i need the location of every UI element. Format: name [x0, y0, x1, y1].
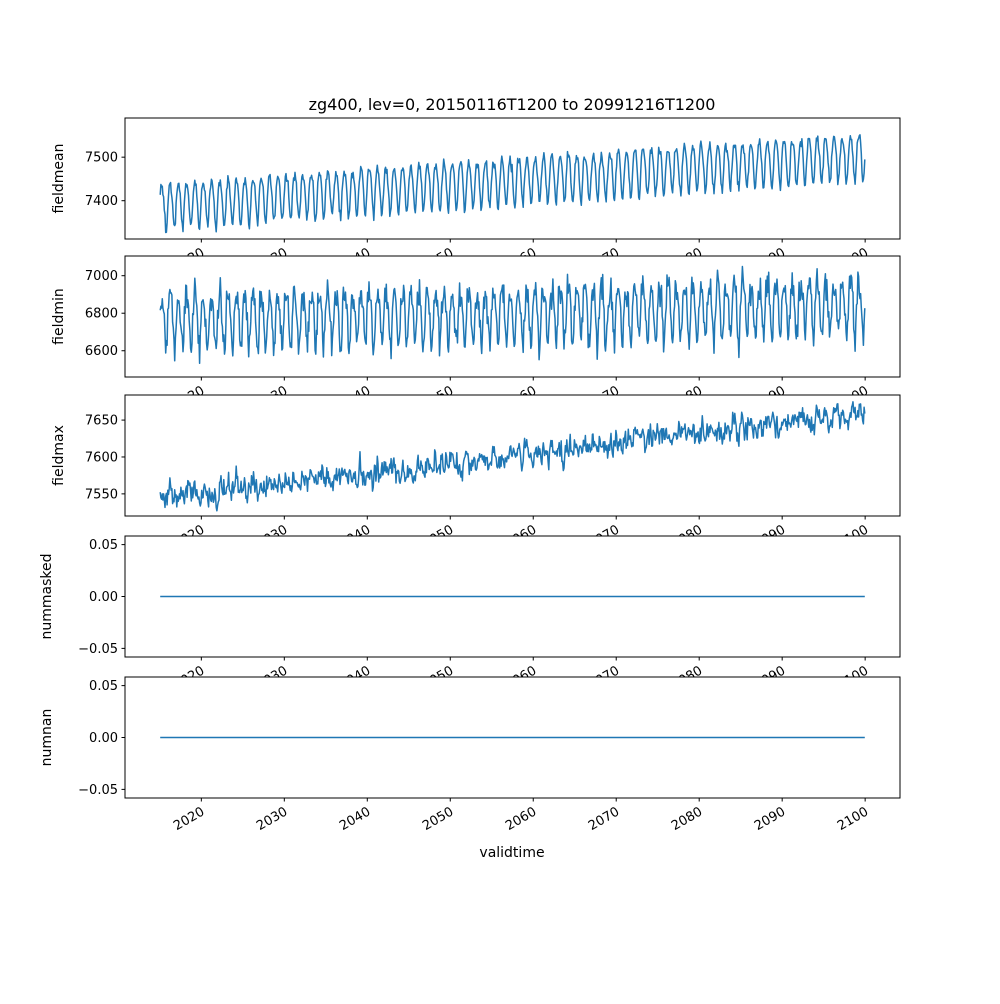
x-tick-label: 2050 — [420, 804, 456, 834]
x-tick-label: 2030 — [254, 804, 290, 834]
y-tick-label: 0.05 — [89, 538, 118, 553]
y-tick-label: 7650 — [85, 414, 118, 429]
x-tick-label: 2080 — [669, 804, 705, 834]
data-line-fieldmax — [159, 401, 866, 512]
x-tick-label: 2020 — [171, 804, 207, 834]
y-axis-label: fieldmean — [51, 144, 67, 214]
x-tick-label: 2090 — [752, 804, 788, 834]
subplots-group: 7400 7500 fieldmean 2020 2030 2040 2050 2060 207… — [39, 117, 901, 834]
y-axis-label: fieldmax — [51, 425, 67, 486]
subplot-fieldmin: 660068007000fieldmin20202030204020502060… — [51, 255, 901, 413]
y-tick-label: 7000 — [85, 269, 118, 284]
y-tick-label: 7500 — [85, 151, 118, 166]
data-line-fieldmin — [159, 265, 866, 365]
y-tick-label: 0.00 — [89, 731, 118, 746]
y-tick-label: −0.05 — [78, 783, 118, 798]
y-tick-label: −0.05 — [78, 642, 118, 657]
y-tick-label: 0.05 — [89, 679, 118, 694]
subplot-fieldmean: 74007500fieldmean20202030204020502060207… — [51, 117, 901, 275]
subplot-numnan: −0.05 0.00 0.05 numnan 2020 2030 2040 2050 2060 2… — [39, 676, 901, 834]
chart-title: zg400, lev=0, 20150116T1200 to 20991216T… — [309, 95, 716, 114]
subplot-nummasked: −0.050.000.05nummasked202020302040205020… — [39, 535, 901, 693]
y-tick-label: 7400 — [85, 194, 118, 209]
data-line-fieldmean — [159, 134, 866, 234]
y-axis-label: fieldmin — [51, 288, 67, 345]
y-tick-label: 7600 — [85, 450, 118, 465]
y-tick-label: 0.00 — [89, 590, 118, 605]
x-tick-label: 2040 — [337, 804, 373, 834]
y-axis-label: nummasked — [39, 553, 55, 639]
y-tick-label: 7550 — [85, 487, 118, 502]
x-tick-label: 2100 — [835, 804, 871, 834]
y-axis-label: numnan — [39, 709, 55, 767]
x-tick-label: 2070 — [586, 804, 622, 834]
subplot-fieldmax: 755076007650fieldmax20202030204020502060… — [51, 394, 901, 552]
y-tick-label: 6600 — [85, 344, 118, 359]
x-tick-label: 2060 — [503, 804, 539, 834]
x-axis-label: validtime — [479, 845, 544, 861]
y-tick-label: 6800 — [85, 307, 118, 322]
